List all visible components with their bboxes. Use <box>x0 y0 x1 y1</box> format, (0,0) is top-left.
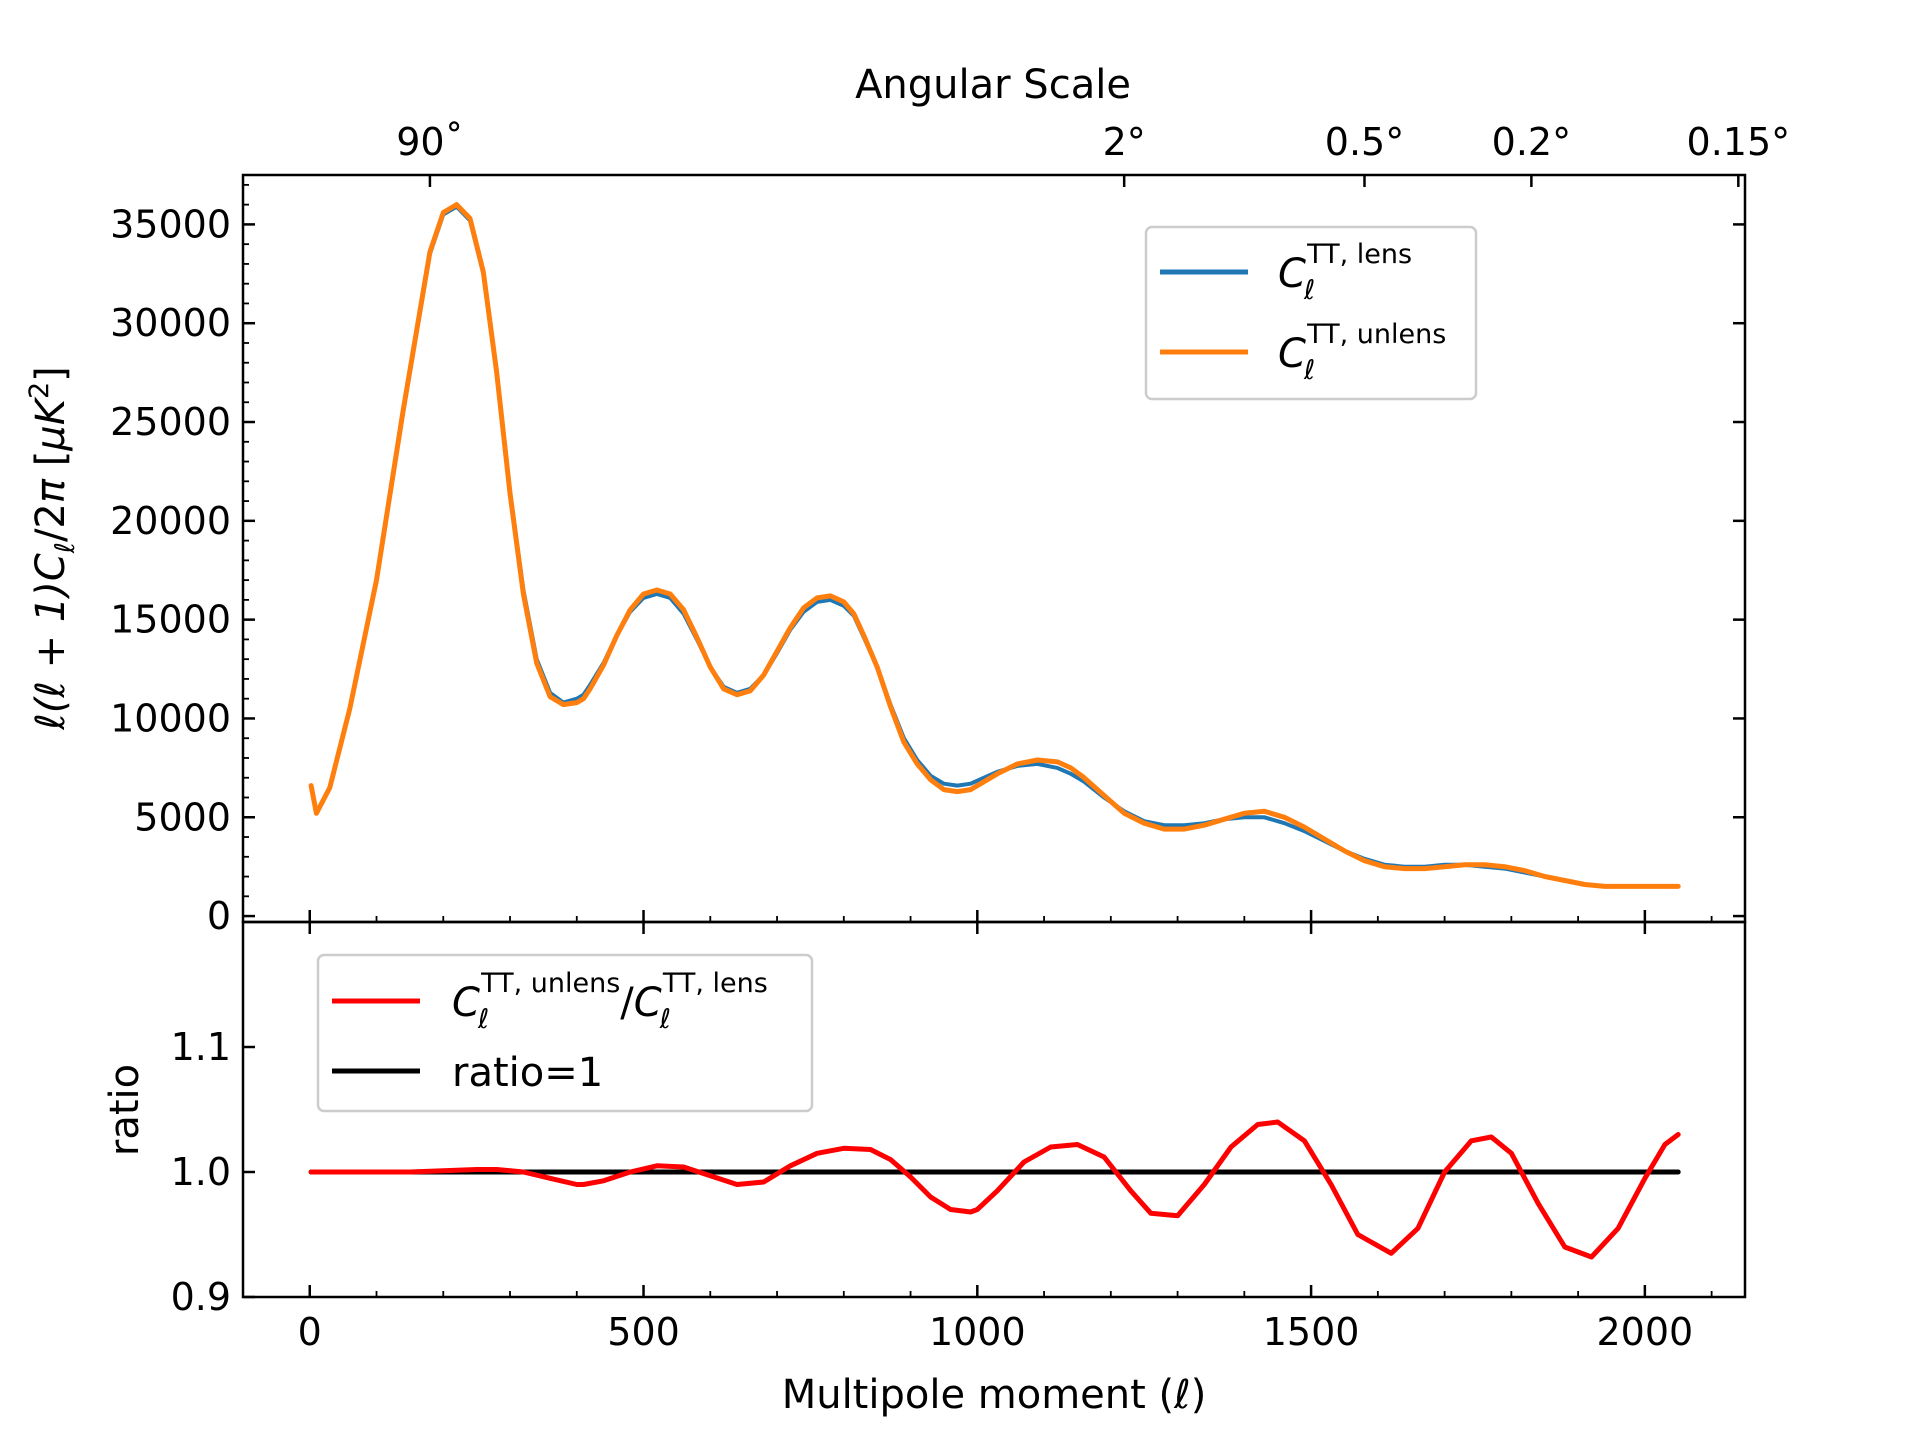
top-y-ticks: 0 5000 10000 15000 20000 25000 30000 35000 <box>110 183 1745 938</box>
series-line-ratio <box>308 1119 1681 1260</box>
bottom-x-tick-label: 1500 <box>1263 1310 1360 1354</box>
top-y-tick-label: 20000 <box>110 499 231 543</box>
top-y-tick-label: 0 <box>207 894 231 938</box>
bottom-legend: CℓTT, unlens/CℓTT, lens ratio=1 <box>316 953 814 1113</box>
top-y-tick-label: 35000 <box>110 202 231 246</box>
top-angular-ticks: 90˚ 2° 0.5° 0.2° 0.15° <box>396 120 1790 187</box>
top-y-tick-label: 5000 <box>134 795 231 839</box>
bottom-panel: 0.9 1.0 1.1 0 500 1000 1500 2000 ratio Multipo… <box>102 920 1747 1418</box>
bottom-y-tick-label: 1.0 <box>171 1150 231 1194</box>
top-y-tick-label: 15000 <box>110 598 231 642</box>
bottom-x-tick-label: 2000 <box>1597 1310 1694 1354</box>
bottom-x-tick-label: 1000 <box>929 1310 1026 1354</box>
legend-label-ratio-curve: CℓTT, unlens/CℓTT, lens <box>452 968 768 1035</box>
angular-scale-tick-label: 2° <box>1103 120 1146 164</box>
bottom-x-tick-label: 0 <box>298 1310 322 1354</box>
angular-scale-tick-label: 90˚ <box>396 120 463 164</box>
angular-scale-tick-label: 0.5° <box>1325 120 1404 164</box>
bottom-legend-box <box>316 953 814 1113</box>
series-line-unlens <box>308 202 1681 889</box>
legend-label-ratio-one: ratio=1 <box>452 1050 603 1096</box>
top-y-tick-label: 10000 <box>110 696 231 740</box>
top-axis-title: Angular Scale <box>855 62 1131 108</box>
bottom-y-tick-label: 0.9 <box>171 1275 231 1319</box>
bottom-y-ticks: 0.9 1.0 1.1 <box>171 1025 255 1319</box>
legend-label-lens: CℓTT, lens <box>1278 239 1412 306</box>
angular-scale-tick-label: 0.2° <box>1492 120 1571 164</box>
top-y-tick-label: 30000 <box>110 301 231 345</box>
top-y-axis-label: ℓ(ℓ + 1)Cℓ/2π [μK2] <box>24 366 81 731</box>
bottom-x-axis-label: Multipole moment (ℓ) <box>782 1372 1207 1418</box>
bottom-y-axis-label: ratio <box>102 1064 148 1156</box>
bottom-plot-frame <box>241 920 1747 1299</box>
angular-scale-tick-label: 0.15° <box>1687 120 1791 164</box>
top-y-tick-label: 25000 <box>110 400 231 444</box>
bottom-series-lines <box>308 1119 1681 1260</box>
top-series-lines <box>308 202 1681 889</box>
top-legend: CℓTT, lens CℓTT, unlens <box>1144 225 1478 401</box>
bottom-x-tick-label: 500 <box>607 1310 680 1354</box>
top-panel: Angular Scale 90˚ 2° 0.5° 0.2° 0.15° 0 5000 10… <box>24 62 1790 938</box>
legend-label-unlens: CℓTT, unlens <box>1278 319 1446 386</box>
bottom-y-tick-label: 1.1 <box>171 1025 231 1069</box>
bottom-x-ticks: 0 500 1000 1500 2000 <box>242 922 1713 1354</box>
top-x-ticks <box>242 910 1713 922</box>
top-plot-frame <box>241 173 1747 924</box>
